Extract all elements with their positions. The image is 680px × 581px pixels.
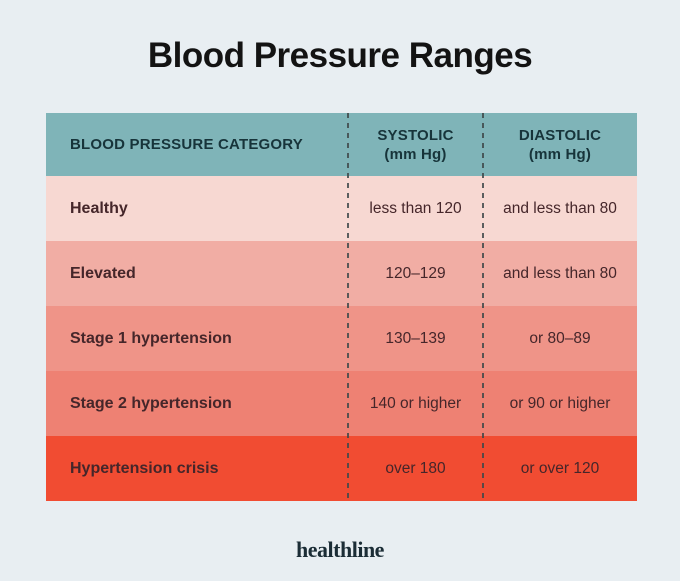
- bp-table: BLOOD PRESSURE CATEGORY SYSTOLIC (mm Hg)…: [46, 113, 637, 501]
- column-header-systolic-unit: (mm Hg): [384, 145, 447, 163]
- category-cell: Healthy: [70, 199, 128, 217]
- table-row-stage2-hypertension: Stage 2 hypertension 140 or higher or 90…: [46, 371, 637, 436]
- table-row-healthy: Healthy less than 120 and less than 80: [46, 176, 637, 241]
- category-cell: Stage 2 hypertension: [70, 394, 232, 412]
- diastolic-cell: or over 120: [520, 459, 600, 477]
- table-row-stage1-hypertension: Stage 1 hypertension 130–139 or 80–89: [46, 306, 637, 371]
- column-header-systolic-label: SYSTOLIC: [377, 126, 454, 144]
- page-title: Blood Pressure Ranges: [147, 36, 533, 75]
- column-header-systolic: SYSTOLIC (mm Hg): [348, 113, 483, 176]
- column-divider-dashed: [347, 113, 349, 501]
- category-cell: Elevated: [70, 264, 136, 282]
- column-header-category-label: BLOOD PRESSURE CATEGORY: [70, 136, 303, 153]
- systolic-cell: less than 120: [369, 199, 462, 217]
- diastolic-cell: or 90 or higher: [509, 394, 611, 412]
- systolic-cell: 130–139: [385, 329, 446, 347]
- column-header-diastolic-label: DIASTOLIC: [518, 126, 602, 144]
- category-cell: Hypertension crisis: [70, 459, 219, 477]
- table-header-row: BLOOD PRESSURE CATEGORY SYSTOLIC (mm Hg)…: [46, 113, 637, 176]
- column-divider-dashed: [482, 113, 484, 501]
- column-header-diastolic: DIASTOLIC (mm Hg): [483, 113, 637, 176]
- systolic-cell: over 180: [385, 459, 446, 477]
- category-cell: Stage 1 hypertension: [70, 329, 232, 347]
- diastolic-cell: and less than 80: [503, 199, 617, 217]
- diastolic-cell: or 80–89: [529, 329, 591, 347]
- column-header-category: BLOOD PRESSURE CATEGORY: [46, 113, 348, 176]
- table-row-hypertension-crisis: Hypertension crisis over 180 or over 120: [46, 436, 637, 501]
- healthline-logo: healthline: [296, 537, 384, 562]
- systolic-cell: 140 or higher: [369, 394, 462, 412]
- table-row-elevated: Elevated 120–129 and less than 80: [46, 241, 637, 306]
- systolic-cell: 120–129: [385, 264, 446, 282]
- column-header-diastolic-unit: (mm Hg): [528, 145, 592, 163]
- diastolic-cell: and less than 80: [503, 264, 617, 282]
